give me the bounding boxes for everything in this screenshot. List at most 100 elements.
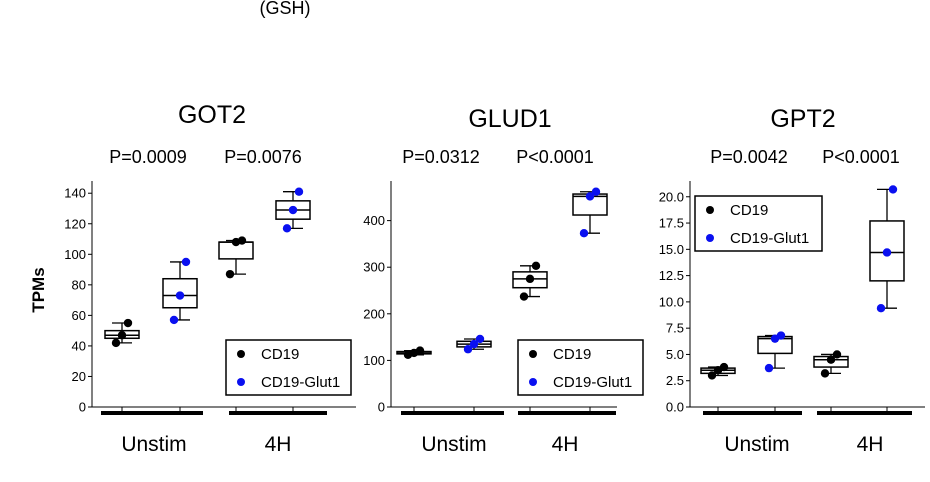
y-tick-label: 100 [64, 247, 86, 262]
y-axis-label: TPMs [29, 267, 48, 312]
data-point [475, 334, 485, 344]
data-point [826, 355, 836, 364]
data-point [776, 331, 786, 340]
data-point [585, 192, 595, 201]
box-cd19-4h [512, 261, 548, 301]
legend-box [225, 339, 352, 396]
data-point [764, 363, 774, 373]
data-point [832, 350, 842, 359]
legend: CD19 CD19-Glut1 [225, 339, 352, 396]
y-tick-label: 17.5 [659, 216, 684, 231]
data-point [820, 369, 830, 378]
data-point [888, 185, 898, 194]
legend-label: CD19 [261, 346, 299, 363]
group-label: 4H [857, 433, 884, 456]
legend-marker [706, 234, 714, 242]
p-value-label: P<0.0001 [516, 147, 594, 167]
box-cd19-glut1-unstim [456, 334, 492, 354]
box-cd19-glut1-4h [869, 185, 905, 313]
y-tick-label: 20 [72, 369, 86, 384]
data-point [876, 303, 886, 313]
legend-label: CD19 [730, 202, 768, 219]
y-tick-label: 0 [378, 400, 385, 415]
data-point [525, 274, 535, 284]
legend: CD19 CD19-Glut1 [694, 195, 823, 252]
legend-marker [237, 378, 245, 386]
p-value-label: P<0.0001 [822, 147, 900, 167]
data-point [117, 331, 127, 340]
data-point [591, 187, 601, 196]
y-tick-label: 7.5 [666, 321, 684, 336]
y-tick-label: 20.0 [659, 189, 684, 204]
chart-panel-gpt2: 0.0 2.5 5.0 7.5 10.0 12.5 15.0 17.5 20.0 GPT2 P=0.… [659, 105, 925, 456]
legend-box [517, 339, 644, 396]
group-label: Unstim [724, 433, 789, 456]
group-label: Unstim [121, 433, 186, 456]
legend-label: CD19-Glut1 [261, 374, 340, 391]
legend-marker [529, 378, 537, 386]
y-tick-label: 0.0 [666, 400, 684, 415]
y-tick-label: 300 [363, 260, 385, 275]
p-value-label: P=0.0076 [224, 147, 302, 167]
box-cd19-glut1-4h [275, 187, 311, 233]
data-point [469, 339, 479, 349]
y-tick-label: 10.0 [659, 294, 684, 309]
data-point [169, 315, 179, 325]
group-label: Unstim [421, 433, 486, 456]
data-point [707, 371, 717, 380]
y-tick-label: 200 [363, 306, 385, 321]
chart-panel-got2: 0 20 40 60 80 100 120 140 GOT2 P=0.0009 P=0.0076 Un… [64, 101, 356, 456]
panels: 0 20 40 60 80 100 120 140 GOT2 P=0.0009 P=0.0076 Un… [64, 101, 925, 456]
legend-label: CD19 [553, 346, 591, 363]
data-point [415, 346, 425, 355]
box-cd19-unstim [700, 362, 736, 380]
y-tick-label: 0 [79, 400, 86, 415]
y-tick-label: 80 [72, 277, 86, 292]
legend-marker [529, 350, 537, 358]
data-point [225, 269, 235, 279]
legend-label: CD19-Glut1 [730, 230, 809, 247]
data-point [282, 224, 292, 233]
data-point [288, 205, 298, 215]
data-point [463, 345, 473, 354]
header-fragment: (GSH) [260, 0, 311, 18]
y-tick-label: 15.0 [659, 242, 684, 257]
y-tick-label: 60 [72, 308, 86, 323]
legend-marker [237, 350, 245, 358]
data-point [579, 228, 589, 238]
group-label: 4H [552, 433, 579, 456]
box-cd19-unstim [396, 346, 432, 360]
data-point [531, 261, 541, 271]
legend-marker [706, 206, 714, 214]
box-cd19-4h [813, 350, 849, 378]
box-cd19-glut1-4h [572, 187, 608, 238]
data-point [111, 338, 121, 348]
p-value-label: P=0.0312 [402, 147, 480, 167]
y-tick-label: 2.5 [666, 373, 684, 388]
group-label: 4H [265, 433, 292, 456]
data-point [123, 318, 133, 328]
y-tick-label: 40 [72, 338, 86, 353]
chart-title: GLUD1 [468, 105, 551, 133]
data-point [719, 362, 729, 372]
y-tick-label: 120 [64, 216, 86, 231]
legend-box [694, 195, 823, 252]
chart-title: GOT2 [178, 101, 246, 129]
box-cd19-glut1-unstim [162, 257, 198, 325]
data-point [181, 257, 191, 267]
data-point [519, 292, 529, 301]
chart-panel-glud1: 0 100 200 300 400 GLUD1 P=0.0312 P<0.0001 Unstim… [363, 105, 644, 456]
data-point [237, 236, 247, 245]
legend-label: CD19-Glut1 [553, 374, 632, 391]
box-cd19-glut1-unstim [757, 331, 793, 373]
legend: CD19 CD19-Glut1 [517, 339, 644, 396]
y-tick-label: 12.5 [659, 268, 684, 283]
data-point [882, 248, 892, 257]
data-point [175, 291, 185, 300]
data-point [294, 187, 304, 196]
y-tick-label: 5.0 [666, 347, 684, 362]
y-tick-label: 140 [64, 186, 86, 201]
y-tick-label: 100 [363, 353, 385, 368]
y-tick-label: 400 [363, 213, 385, 228]
